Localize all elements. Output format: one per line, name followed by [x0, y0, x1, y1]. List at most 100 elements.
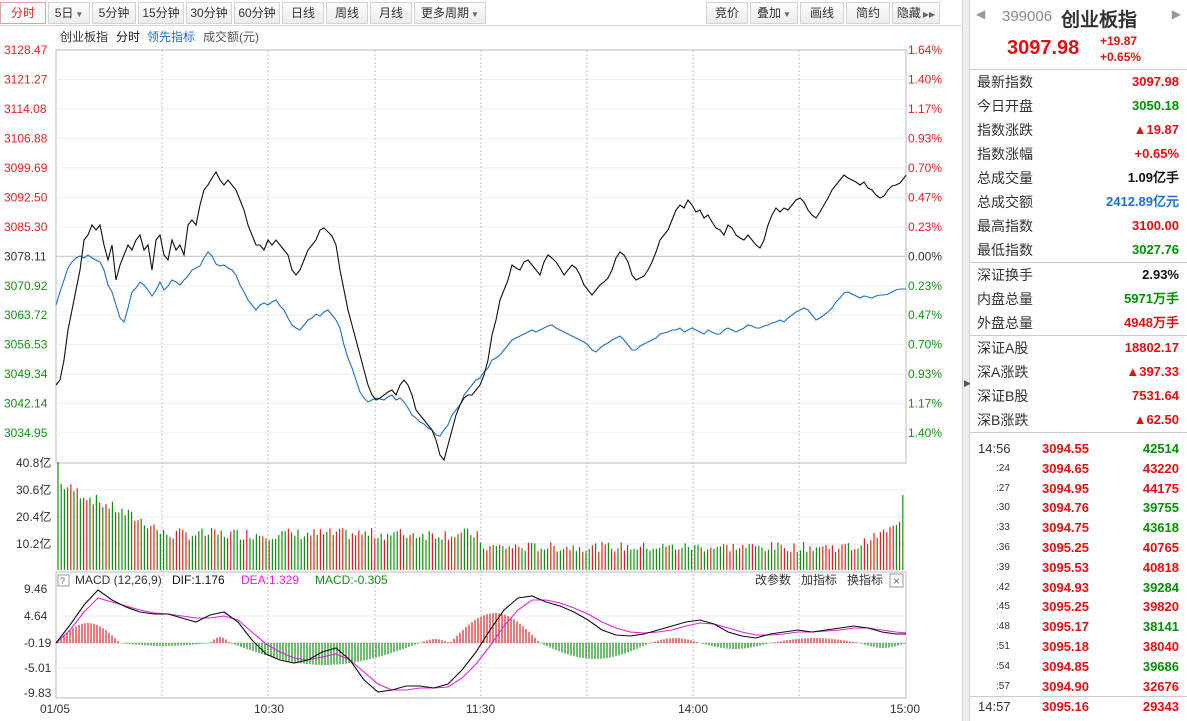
time-axis-label: 15:00 — [890, 702, 920, 716]
tool-button-4[interactable]: 隐藏 ▶▶ — [892, 2, 940, 24]
stat-row: 内盘总量 5971万手 — [970, 287, 1187, 311]
tool-button-2[interactable]: 画线 — [800, 2, 844, 24]
stat-value: 2.93% — [1142, 267, 1179, 282]
tick-row[interactable]: :51 3095.18 38040 — [970, 637, 1187, 657]
legend-index-name: 创业板指 — [60, 29, 108, 44]
period-tab-label: 日线 — [290, 6, 315, 20]
tick-price: 3095.25 — [1042, 539, 1089, 555]
tick-volume: 15163 — [1143, 716, 1179, 721]
tool-button-3[interactable]: 简约 — [846, 2, 890, 24]
tick-row[interactable]: 14:57 3095.16 29343 — [970, 696, 1187, 716]
period-tab-6[interactable]: 日线 — [282, 2, 324, 24]
volume-axis-label: 30.6亿 — [16, 482, 51, 497]
period-tab-4[interactable]: 30分钟 — [186, 2, 232, 24]
hide-arrow-icon: ▶▶ — [922, 10, 936, 19]
tick-volume: 32676 — [1142, 678, 1179, 694]
stat-label: 总成交量 — [977, 170, 1033, 186]
pct-axis-label: 1.17% — [908, 102, 942, 116]
macd-axis-label: 4.64 — [24, 609, 48, 623]
tick-time: :51 — [996, 640, 1010, 652]
last-price: 3097.98 — [1007, 37, 1080, 59]
tick-row[interactable]: :57 3094.90 32676 — [970, 677, 1187, 697]
tick-volume: 40818 — [1142, 559, 1179, 575]
tick-row[interactable]: :27 3094.95 44175 — [970, 479, 1187, 499]
price-axis-label: 3085.30 — [4, 220, 48, 234]
tick-time: :54 — [996, 660, 1010, 672]
collapse-arrow-icon[interactable]: ▶ — [964, 378, 971, 388]
stat-value: +0.65% — [1134, 146, 1179, 161]
period-tab-5[interactable]: 60分钟 — [234, 2, 280, 24]
tick-volume: 43618 — [1142, 520, 1179, 536]
macd-axis-label: -9.83 — [24, 686, 52, 700]
switch-indicator-button[interactable]: 换指标 — [847, 572, 883, 587]
stat-row: 总成交额 2412.89亿元 — [970, 190, 1187, 214]
tick-row[interactable]: :03 3095.22 15163 — [970, 716, 1187, 721]
time-axis-label: 14:00 — [678, 702, 708, 716]
period-tab-label: 5日 — [54, 6, 74, 20]
tick-price: 3095.16 — [1042, 699, 1089, 715]
price-axis-label: 3128.47 — [4, 43, 48, 57]
panel-collapse-handle[interactable]: ▶ — [962, 0, 971, 721]
close-macd-glyph: × — [893, 574, 900, 588]
period-tab-0[interactable]: 分时 — [0, 2, 46, 24]
tick-list[interactable]: 14:56 3094.55 42514:24 3094.65 43220:27 3094.… — [970, 432, 1187, 721]
period-tab-2[interactable]: 5分钟 — [92, 2, 136, 24]
next-stock-icon[interactable]: ▶ — [1171, 7, 1181, 21]
change-params-button[interactable]: 改参数 — [755, 572, 791, 587]
stat-row: 指数涨幅 +0.65% — [970, 142, 1187, 166]
price-axis-label: 3070.92 — [4, 279, 48, 293]
tick-row[interactable]: :30 3094.76 39755 — [970, 498, 1187, 518]
dropdown-caret-icon: ▼ — [471, 10, 479, 19]
prev-stock-icon[interactable]: ◀ — [976, 7, 986, 21]
stat-row: 深证A股 18802.17 — [970, 336, 1187, 360]
close-macd-icon[interactable] — [889, 573, 904, 588]
tick-time: :36 — [996, 541, 1010, 553]
tick-row[interactable]: :36 3095.25 40765 — [970, 538, 1187, 558]
tick-row[interactable]: :54 3094.85 39686 — [970, 657, 1187, 677]
stat-row: 深证换手 2.93% — [970, 263, 1187, 287]
time-axis-label: 11:30 — [466, 702, 495, 716]
tick-time: :03 — [996, 716, 1010, 721]
add-indicator-button[interactable]: 加指标 — [801, 572, 837, 587]
stat-row: 指数涨跌 ▲19.87 — [970, 118, 1187, 142]
tick-row[interactable]: :39 3095.53 40818 — [970, 558, 1187, 578]
stat-label: 最低指数 — [977, 242, 1033, 258]
stock-name: 创业板指 — [1061, 10, 1138, 31]
help-icon[interactable] — [57, 574, 70, 587]
period-tab-label: 月线 — [378, 6, 403, 20]
stock-code: 399006 — [1002, 8, 1053, 25]
pct-axis-label: 1.17% — [908, 397, 942, 411]
tick-row[interactable]: 14:56 3094.55 42514 — [970, 439, 1187, 459]
tool-button-label: 隐藏 — [896, 6, 921, 20]
tick-price: 3094.85 — [1042, 658, 1089, 674]
tick-price: 3094.65 — [1042, 460, 1089, 476]
period-tab-7[interactable]: 周线 — [326, 2, 368, 24]
stat-value: 2412.89亿元 — [1106, 194, 1179, 209]
tick-row[interactable]: :33 3094.75 43618 — [970, 518, 1187, 538]
period-tab-9[interactable]: 更多周期 ▼ — [414, 2, 486, 24]
period-tab-3[interactable]: 15分钟 — [138, 2, 184, 24]
tick-price: 3094.95 — [1042, 480, 1089, 496]
intraday-chart[interactable]: 3128.47 1.64% 3121.27 1.40% 3114.08 1.17% 3106… — [0, 26, 962, 721]
tick-row[interactable]: :42 3094.93 39284 — [970, 578, 1187, 598]
period-tab-label: 15分钟 — [142, 6, 180, 20]
tick-row[interactable]: :45 3095.25 39820 — [970, 597, 1187, 617]
stat-row: 总成交量 1.09亿手 — [970, 166, 1187, 190]
tick-time: 14:57 — [978, 699, 1011, 715]
macd-dif: DIF:1.176 — [172, 573, 225, 587]
stat-label: 深A涨跌 — [977, 364, 1029, 380]
tick-row[interactable]: :48 3095.17 38141 — [970, 617, 1187, 637]
period-tab-1[interactable]: 5日 ▼ — [48, 2, 90, 24]
tick-row[interactable]: :24 3094.65 43220 — [970, 459, 1187, 479]
period-tab-label: 60分钟 — [238, 6, 276, 20]
pct-axis-label: 0.23% — [908, 279, 942, 293]
stat-label: 最高指数 — [977, 218, 1033, 234]
tool-button-1[interactable]: 叠加 ▼ — [750, 2, 798, 24]
tick-time: 14:56 — [978, 441, 1011, 456]
tick-price: 3094.75 — [1042, 520, 1089, 536]
macd-title: MACD (12,26,9) — [75, 573, 162, 587]
stat-label: 外盘总量 — [977, 315, 1033, 331]
tool-button-0[interactable]: 竞价 — [706, 2, 748, 24]
tick-volume: 29343 — [1142, 699, 1179, 715]
period-tab-8[interactable]: 月线 — [370, 2, 412, 24]
